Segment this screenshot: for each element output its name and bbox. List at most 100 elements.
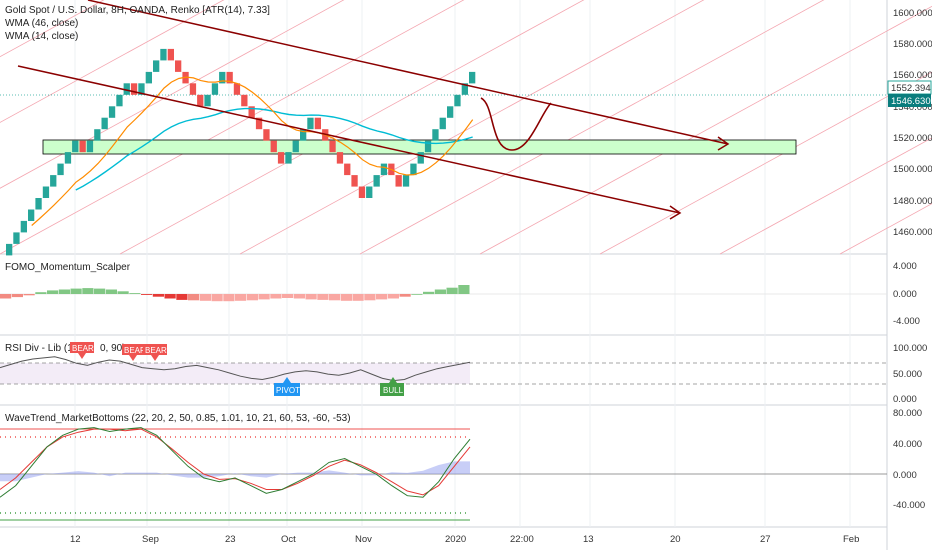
bear-label-3[interactable]: BEAR [143,344,167,361]
fomo-bar [399,294,411,297]
price-tick: 1460.000 [893,227,932,238]
pivot-label[interactable]: PIVOT [274,377,300,396]
renko-up-brick [432,129,439,141]
renko-up-brick [211,83,219,95]
renko-down-brick [395,175,402,187]
renko-down-brick [79,140,86,153]
wavetrend-green-line [0,427,471,498]
rsi-tick: 50.000 [893,369,922,380]
fomo-title: FOMO_Momentum_Scalper [5,262,131,273]
fomo-bar [188,294,200,301]
fomo-bar [376,294,388,300]
fomo-bar [270,294,282,299]
renko-up-brick [285,152,292,164]
renko-down-brick [263,129,270,141]
wave-tick: 0.000 [893,470,917,481]
renko-down-brick [358,186,366,198]
fomo-bar [340,294,352,301]
rsi-tick: 100.000 [893,343,927,354]
renko-up-brick [108,106,116,118]
fomo-bar [23,294,35,296]
fomo-pane: FOMO_Momentum_Scalper 4.000 0.000 -4.000 [0,261,920,327]
channel-line [0,0,345,189]
fomo-bar [246,294,258,301]
trendline-upper[interactable] [87,0,729,145]
time-axis[interactable]: 12 Sep 23 Oct Nov 2020 22:00 13 20 27 Fe… [70,534,859,545]
wma-price-label: 1546.630 [891,96,931,107]
rsi-tick: 0.000 [893,394,917,405]
wave-tick: -40.000 [893,500,925,511]
wma14-legend: WMA (14, close) [5,31,78,42]
price-tick: 1520.000 [893,133,932,144]
parallel-channel [0,0,932,255]
bear-label-2[interactable]: BEAR [122,344,146,361]
renko-down-brick [130,83,138,95]
renko-up-brick [380,163,388,176]
last-price-label: 1552.394 [891,83,931,94]
time-label: 12 [70,534,81,545]
time-label: 23 [225,534,236,545]
price-tick: 1560.000 [893,70,932,81]
wma-price-badge [888,94,931,107]
fomo-bar [387,294,399,299]
bull-label[interactable]: BULL [380,377,404,396]
renko-down-brick [248,106,255,118]
chart-title: Gold Spot / U.S. Dollar, 8H, OANDA, Renk… [5,5,270,16]
renko-up-brick [160,48,167,61]
fomo-bar [211,294,223,302]
renko-up-brick [86,140,94,153]
renko-up-brick [424,140,432,153]
fomo-bar [0,294,12,299]
price-axis[interactable]: 1600.000 1580.000 1560.000 1540.000 1520… [887,8,932,238]
renko-up-brick [219,71,226,84]
renko-down-brick [314,117,321,130]
time-label: 13 [583,534,594,545]
fomo-bar [305,294,317,300]
fomo-bar [258,294,270,300]
fomo-bar [317,294,329,300]
fomo-bar [11,294,23,298]
wavetrend-red-line [0,428,471,496]
fomo-bar [47,290,59,294]
renko-up-brick [204,94,211,107]
fomo-tick: 4.000 [893,261,917,272]
bear-label-1[interactable]: BEAR [70,342,94,359]
renko-up-brick [94,129,101,141]
renko-down-brick [226,71,233,84]
trendline-lower[interactable] [17,65,681,214]
price-pane: Gold Spot / U.S. Dollar, 8H, OANDA, Renk… [0,0,932,256]
renko-down-brick [344,163,351,176]
fomo-bar [411,294,423,295]
fomo-bar [70,288,82,294]
renko-up-brick [28,209,35,221]
renko-up-brick [469,71,476,84]
renko-up-brick [145,71,152,84]
renko-down-brick [277,152,285,164]
fomo-tick: 0.000 [893,289,917,300]
fomo-tick: -4.000 [893,316,920,327]
fomo-bar [293,294,305,299]
renko-down-brick [255,117,263,130]
wma46-line [75,107,473,191]
channel-line [119,0,585,255]
renko-up-brick [116,94,123,107]
bear-label-text: BEAR [124,346,146,355]
fomo-bar [329,294,341,301]
fomo-bars [0,285,470,302]
renko-down-brick [241,94,248,107]
rsi-title-tail: 0, 90) [100,343,126,354]
rsi-pane: RSI Div - Lib (14, 0, 90) BEAR BEAR BEAR [0,342,927,405]
renko-down-brick [189,83,197,95]
fomo-bar [152,294,164,297]
renko-up-brick [6,243,13,256]
fomo-bar [423,291,435,295]
rsi-band [0,363,470,384]
bull-label-text: BULL [383,386,404,395]
wma14-line [31,76,474,226]
projection-curve[interactable] [480,97,552,151]
renko-down-brick [197,94,204,107]
time-label: Nov [355,534,372,545]
price-tick: 1480.000 [893,196,932,207]
fomo-bar [35,292,47,294]
